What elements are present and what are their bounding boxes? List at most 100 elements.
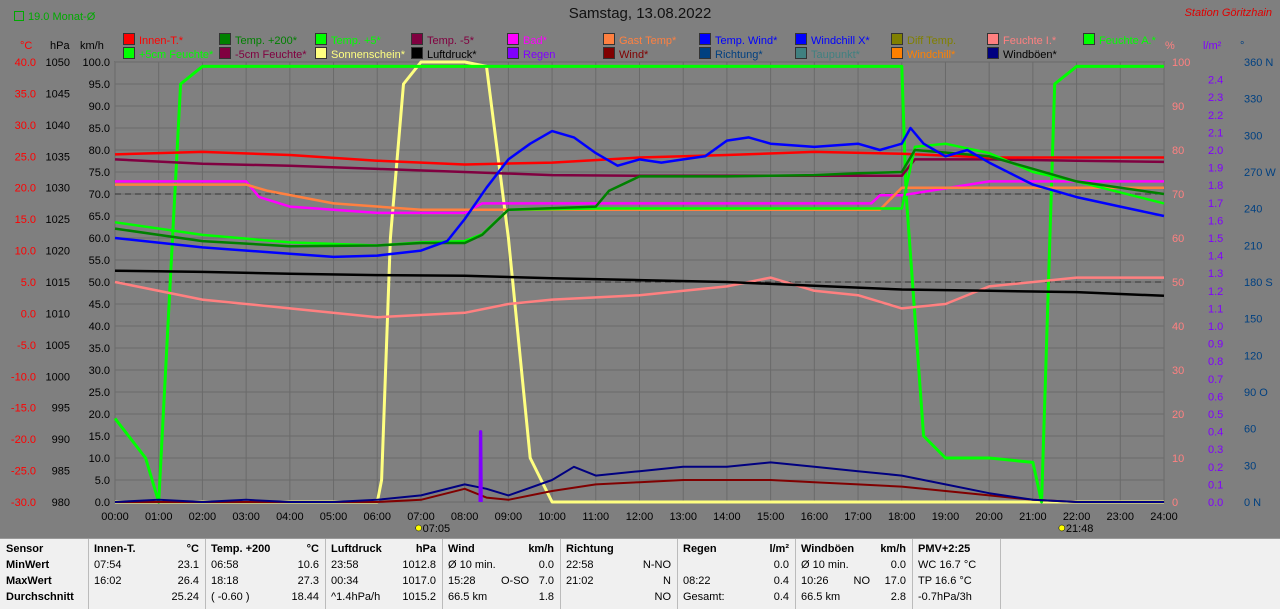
stats-row: 21:02 N bbox=[566, 575, 671, 591]
legend-item: Windböen* bbox=[987, 47, 1057, 61]
tick-label: 0.0 bbox=[1208, 497, 1223, 509]
stats-row: 66.5 km 2.8 bbox=[801, 591, 906, 607]
tick-label: 1.1 bbox=[1208, 303, 1223, 315]
legend-label: Gast Temp* bbox=[619, 35, 677, 47]
tick-label: 30 bbox=[1172, 365, 1184, 377]
tick-label: 0.5 bbox=[1208, 409, 1223, 421]
grid bbox=[114, 61, 1165, 503]
stats-row: 00:34 1017.0 bbox=[331, 575, 436, 591]
stats-column: Regen l/m² 0.0 08:22 0.4 Gesamt: 0.4 bbox=[677, 539, 796, 609]
chart-title: Samstag, 13.08.2022 bbox=[568, 5, 712, 22]
legend-label: Feuchte I.* bbox=[1003, 35, 1057, 47]
checkbox-icon[interactable] bbox=[14, 11, 24, 21]
series-line bbox=[114, 148, 1165, 248]
tick-label: 90 O bbox=[1244, 387, 1268, 399]
stats-cell: N bbox=[663, 575, 671, 587]
stats-row: Temp. +200 °C bbox=[211, 543, 319, 559]
stats-cell: °C bbox=[186, 543, 199, 555]
legend-item: -5cm Feuchte* bbox=[219, 47, 307, 61]
stats-cell: 1017.0 bbox=[402, 575, 436, 587]
stats-row: MaxWert bbox=[6, 575, 82, 591]
tick-label: 0.6 bbox=[1208, 391, 1223, 403]
tick-label: 45.0 bbox=[89, 299, 110, 311]
stats-row: 25.24 bbox=[94, 591, 199, 607]
stats-cell: TP 16.6 °C bbox=[918, 575, 972, 587]
legend-label: Richtung* bbox=[715, 49, 763, 61]
time-tick-label: 10:00 bbox=[538, 511, 566, 523]
stats-row: WC 16.7 °C bbox=[918, 559, 994, 575]
legend-item: Innen-T.* bbox=[123, 33, 183, 47]
stats-cell: 0.0 bbox=[773, 559, 789, 571]
tick-label: 90.0 bbox=[89, 101, 110, 113]
stats-cell: 16:02 bbox=[94, 575, 122, 587]
tick-label: 1045 bbox=[46, 88, 70, 100]
time-tick-label: 12:00 bbox=[626, 511, 654, 523]
legend-label: Innen-T.* bbox=[139, 35, 184, 47]
tick-label: 100 bbox=[1172, 57, 1190, 69]
tick-label: 300 bbox=[1244, 130, 1262, 142]
legend-label: Temp. Wind* bbox=[715, 35, 778, 47]
stats-cell: PMV+2:25 bbox=[918, 543, 971, 555]
legend-swatch bbox=[411, 47, 423, 59]
legend-swatch bbox=[315, 33, 327, 45]
tick-label: 30.0 bbox=[15, 120, 36, 132]
stats-row: Wind km/h bbox=[448, 543, 554, 559]
tick-label: 1000 bbox=[46, 371, 70, 383]
tick-label: 0.8 bbox=[1208, 356, 1223, 368]
stats-cell: Gesamt: bbox=[683, 591, 725, 603]
axis-unit-percent: % bbox=[1165, 40, 1175, 52]
tick-label: 20.0 bbox=[15, 183, 36, 195]
stats-cell: 0.4 bbox=[773, 575, 789, 587]
chart-area: 40.0 35.0 30.0 25.0 20.0 15.0 10.0 5.0 0.0 -5.0 -1… bbox=[0, 0, 1280, 538]
stats-row: Ø 10 min. 0.0 bbox=[801, 559, 906, 575]
sunrise-icon bbox=[415, 524, 422, 532]
stats-row: ^1.4hPa/h 1015.2 bbox=[331, 591, 436, 607]
tick-label: 50 bbox=[1172, 277, 1184, 289]
series-line bbox=[114, 461, 1164, 503]
time-tick-label: 19:00 bbox=[932, 511, 960, 523]
axis-unit-direction: ° bbox=[1240, 40, 1245, 52]
legend-label: Regen bbox=[523, 49, 556, 61]
stats-cell: 23:58 bbox=[331, 559, 359, 571]
legend-swatch bbox=[219, 47, 231, 59]
stats-cell: Richtung bbox=[566, 543, 614, 555]
legend-swatch bbox=[123, 33, 135, 45]
stats-row: 22:58 N-NO bbox=[566, 559, 671, 575]
tick-label: 50.0 bbox=[89, 277, 110, 289]
stats-cell: 17.0 bbox=[884, 575, 906, 587]
stats-row: Ø 10 min. 0.0 bbox=[448, 559, 554, 575]
tick-label: 980 bbox=[52, 497, 70, 509]
legend-label: Windchill* bbox=[907, 49, 956, 61]
tick-label: 65.0 bbox=[89, 211, 110, 223]
legend-item: Wind* bbox=[603, 47, 648, 61]
stats-cell: Sensor bbox=[6, 543, 44, 555]
stats-row: 06:58 10.6 bbox=[211, 559, 319, 575]
tick-label: 75.0 bbox=[89, 167, 110, 179]
series-layer bbox=[113, 60, 1165, 504]
legend-label: Taupunkt* bbox=[811, 49, 860, 61]
stats-cell: l/m² bbox=[769, 543, 789, 555]
tick-label: 150 bbox=[1244, 314, 1262, 326]
time-tick-label: 22:00 bbox=[1063, 511, 1091, 523]
legend-swatch bbox=[1083, 33, 1095, 45]
legend-item: Windchill X* bbox=[795, 33, 870, 47]
time-tick-label: 08:00 bbox=[451, 511, 479, 523]
tick-label: 0.0 bbox=[21, 308, 36, 320]
legend-item: Richtung* bbox=[699, 47, 763, 61]
tick-label: 0 bbox=[1172, 497, 1178, 509]
stats-cell: Windböen bbox=[801, 543, 855, 555]
tick-label: 0.2 bbox=[1208, 462, 1223, 474]
legend-swatch bbox=[603, 33, 615, 45]
tick-label: 5.0 bbox=[95, 475, 110, 487]
tick-label: 2.4 bbox=[1208, 75, 1223, 87]
tick-label: 0.1 bbox=[1208, 479, 1223, 491]
stats-cell: 0.0 bbox=[890, 559, 906, 571]
month-average[interactable]: 19.0 Monat-Ø bbox=[14, 11, 95, 23]
tick-label: 1.8 bbox=[1208, 180, 1223, 192]
tick-label: 30 bbox=[1244, 460, 1256, 472]
tick-label: 5.0 bbox=[21, 277, 36, 289]
stats-row: NO bbox=[566, 591, 672, 607]
stats-cell: 18.44 bbox=[291, 591, 319, 603]
legend-label: Diff Temp. bbox=[907, 35, 957, 47]
legend-item: Diff Temp. bbox=[891, 33, 956, 47]
